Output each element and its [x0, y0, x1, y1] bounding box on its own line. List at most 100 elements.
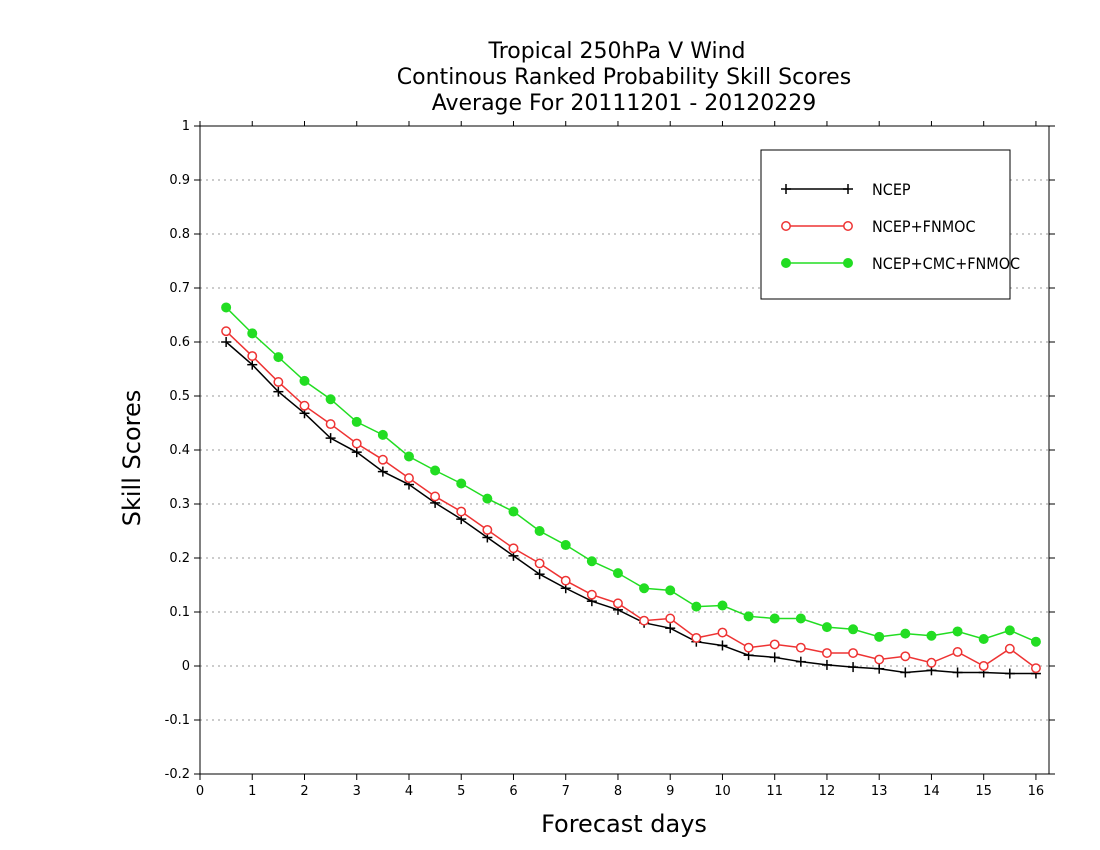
data-point [1030, 636, 1041, 647]
data-point [743, 642, 754, 653]
x-tick-label: 3 [353, 784, 361, 799]
data-point [377, 466, 388, 477]
data-point [403, 451, 414, 462]
legend-marker [843, 184, 853, 194]
legend-marker [843, 221, 853, 231]
data-point [221, 326, 232, 337]
y-tick-label: -0.1 [165, 713, 190, 728]
legend-marker [781, 221, 791, 231]
data-point [665, 613, 676, 624]
data-point [978, 634, 989, 644]
data-point [848, 648, 859, 658]
series-0 [221, 337, 1041, 679]
data-point [769, 652, 780, 663]
data-point [534, 558, 545, 569]
data-point [377, 429, 388, 440]
data-point [769, 639, 780, 650]
y-tick-label: 0.5 [169, 389, 190, 404]
data-point [952, 647, 963, 657]
legend-label: NCEP [872, 180, 911, 199]
data-point [351, 438, 362, 449]
data-point [351, 447, 362, 458]
data-point [717, 600, 728, 611]
y-tick-label: 1 [182, 119, 190, 134]
y-tick-label: 0.1 [169, 605, 190, 620]
data-point [351, 416, 362, 427]
y-tick-label: 0.3 [169, 497, 190, 512]
data-point [482, 524, 493, 535]
legend-item: NCEP+FNMOC [781, 217, 976, 236]
x-tick-label: 10 [714, 784, 731, 799]
data-point [534, 569, 545, 580]
data-point [299, 375, 310, 386]
data-point [560, 575, 571, 586]
data-point [430, 465, 441, 476]
x-tick-label: 7 [562, 784, 570, 799]
data-point [639, 615, 650, 626]
data-point [926, 657, 937, 668]
data-point [456, 506, 467, 517]
y-tick-label: 0.6 [169, 335, 190, 350]
data-point [848, 662, 859, 673]
data-point [482, 493, 493, 504]
legend-label: NCEP+FNMOC [872, 217, 976, 236]
data-point [900, 628, 911, 639]
x-axis-title: Forecast days [541, 810, 707, 838]
y-tick-label: 0.9 [169, 173, 190, 188]
x-tick-label: 1 [248, 784, 256, 799]
data-point [821, 659, 832, 670]
y-tick-label: 0.2 [169, 551, 190, 566]
data-point [221, 302, 232, 313]
series-2 [221, 302, 1041, 647]
data-point [560, 540, 571, 551]
legend-marker [843, 258, 853, 268]
data-point [612, 568, 623, 579]
data-point [822, 648, 832, 658]
y-tick-label: 0.8 [169, 227, 190, 242]
data-point [978, 661, 989, 671]
series-group [221, 302, 1041, 679]
chart-title: Tropical 250hPa V Wind Continous Ranked … [397, 39, 851, 116]
x-tick-label: 15 [975, 784, 992, 799]
data-point [795, 613, 806, 624]
legend-items: NCEP NCEP+FNMOC NCEP+CMC+FNMOC [781, 180, 1020, 273]
data-point [613, 598, 623, 609]
y-tick-label: 0.7 [169, 281, 190, 296]
data-point [691, 632, 702, 643]
x-tick-label: 5 [457, 784, 465, 799]
data-point [247, 359, 258, 370]
series-1 [221, 326, 1041, 674]
data-point [952, 667, 963, 678]
data-point [665, 585, 676, 596]
x-tick-label: 0 [196, 784, 204, 799]
x-tick-label: 14 [923, 784, 940, 799]
legend: NCEP NCEP+FNMOC NCEP+CMC+FNMOC [760, 149, 1020, 300]
series-line [225, 306, 1037, 643]
x-tick-label: 13 [871, 784, 888, 799]
data-point [821, 622, 832, 633]
data-point [247, 351, 258, 361]
data-point [221, 337, 232, 347]
legend-marker [781, 184, 791, 194]
data-point [273, 377, 284, 387]
x-tick-label: 2 [300, 784, 308, 799]
data-point [1030, 663, 1041, 674]
data-point [508, 543, 519, 554]
y-tick-label: 0 [182, 659, 190, 674]
legend-marker [781, 258, 791, 268]
legend-item: NCEP [781, 180, 911, 199]
x-tick-label: 6 [509, 784, 517, 799]
chart-title-line-2: Continous Ranked Probability Skill Score… [397, 65, 851, 90]
data-point [848, 624, 859, 635]
x-tick-label: 9 [666, 784, 674, 799]
legend-label: NCEP+CMC+FNMOC [872, 254, 1020, 273]
x-tick-label: 4 [405, 784, 413, 799]
data-point [665, 623, 676, 634]
data-point [247, 328, 258, 339]
data-point [586, 556, 597, 567]
data-point [325, 419, 336, 430]
data-point [273, 386, 284, 397]
x-tick-label: 11 [766, 784, 783, 799]
data-point [900, 651, 911, 662]
